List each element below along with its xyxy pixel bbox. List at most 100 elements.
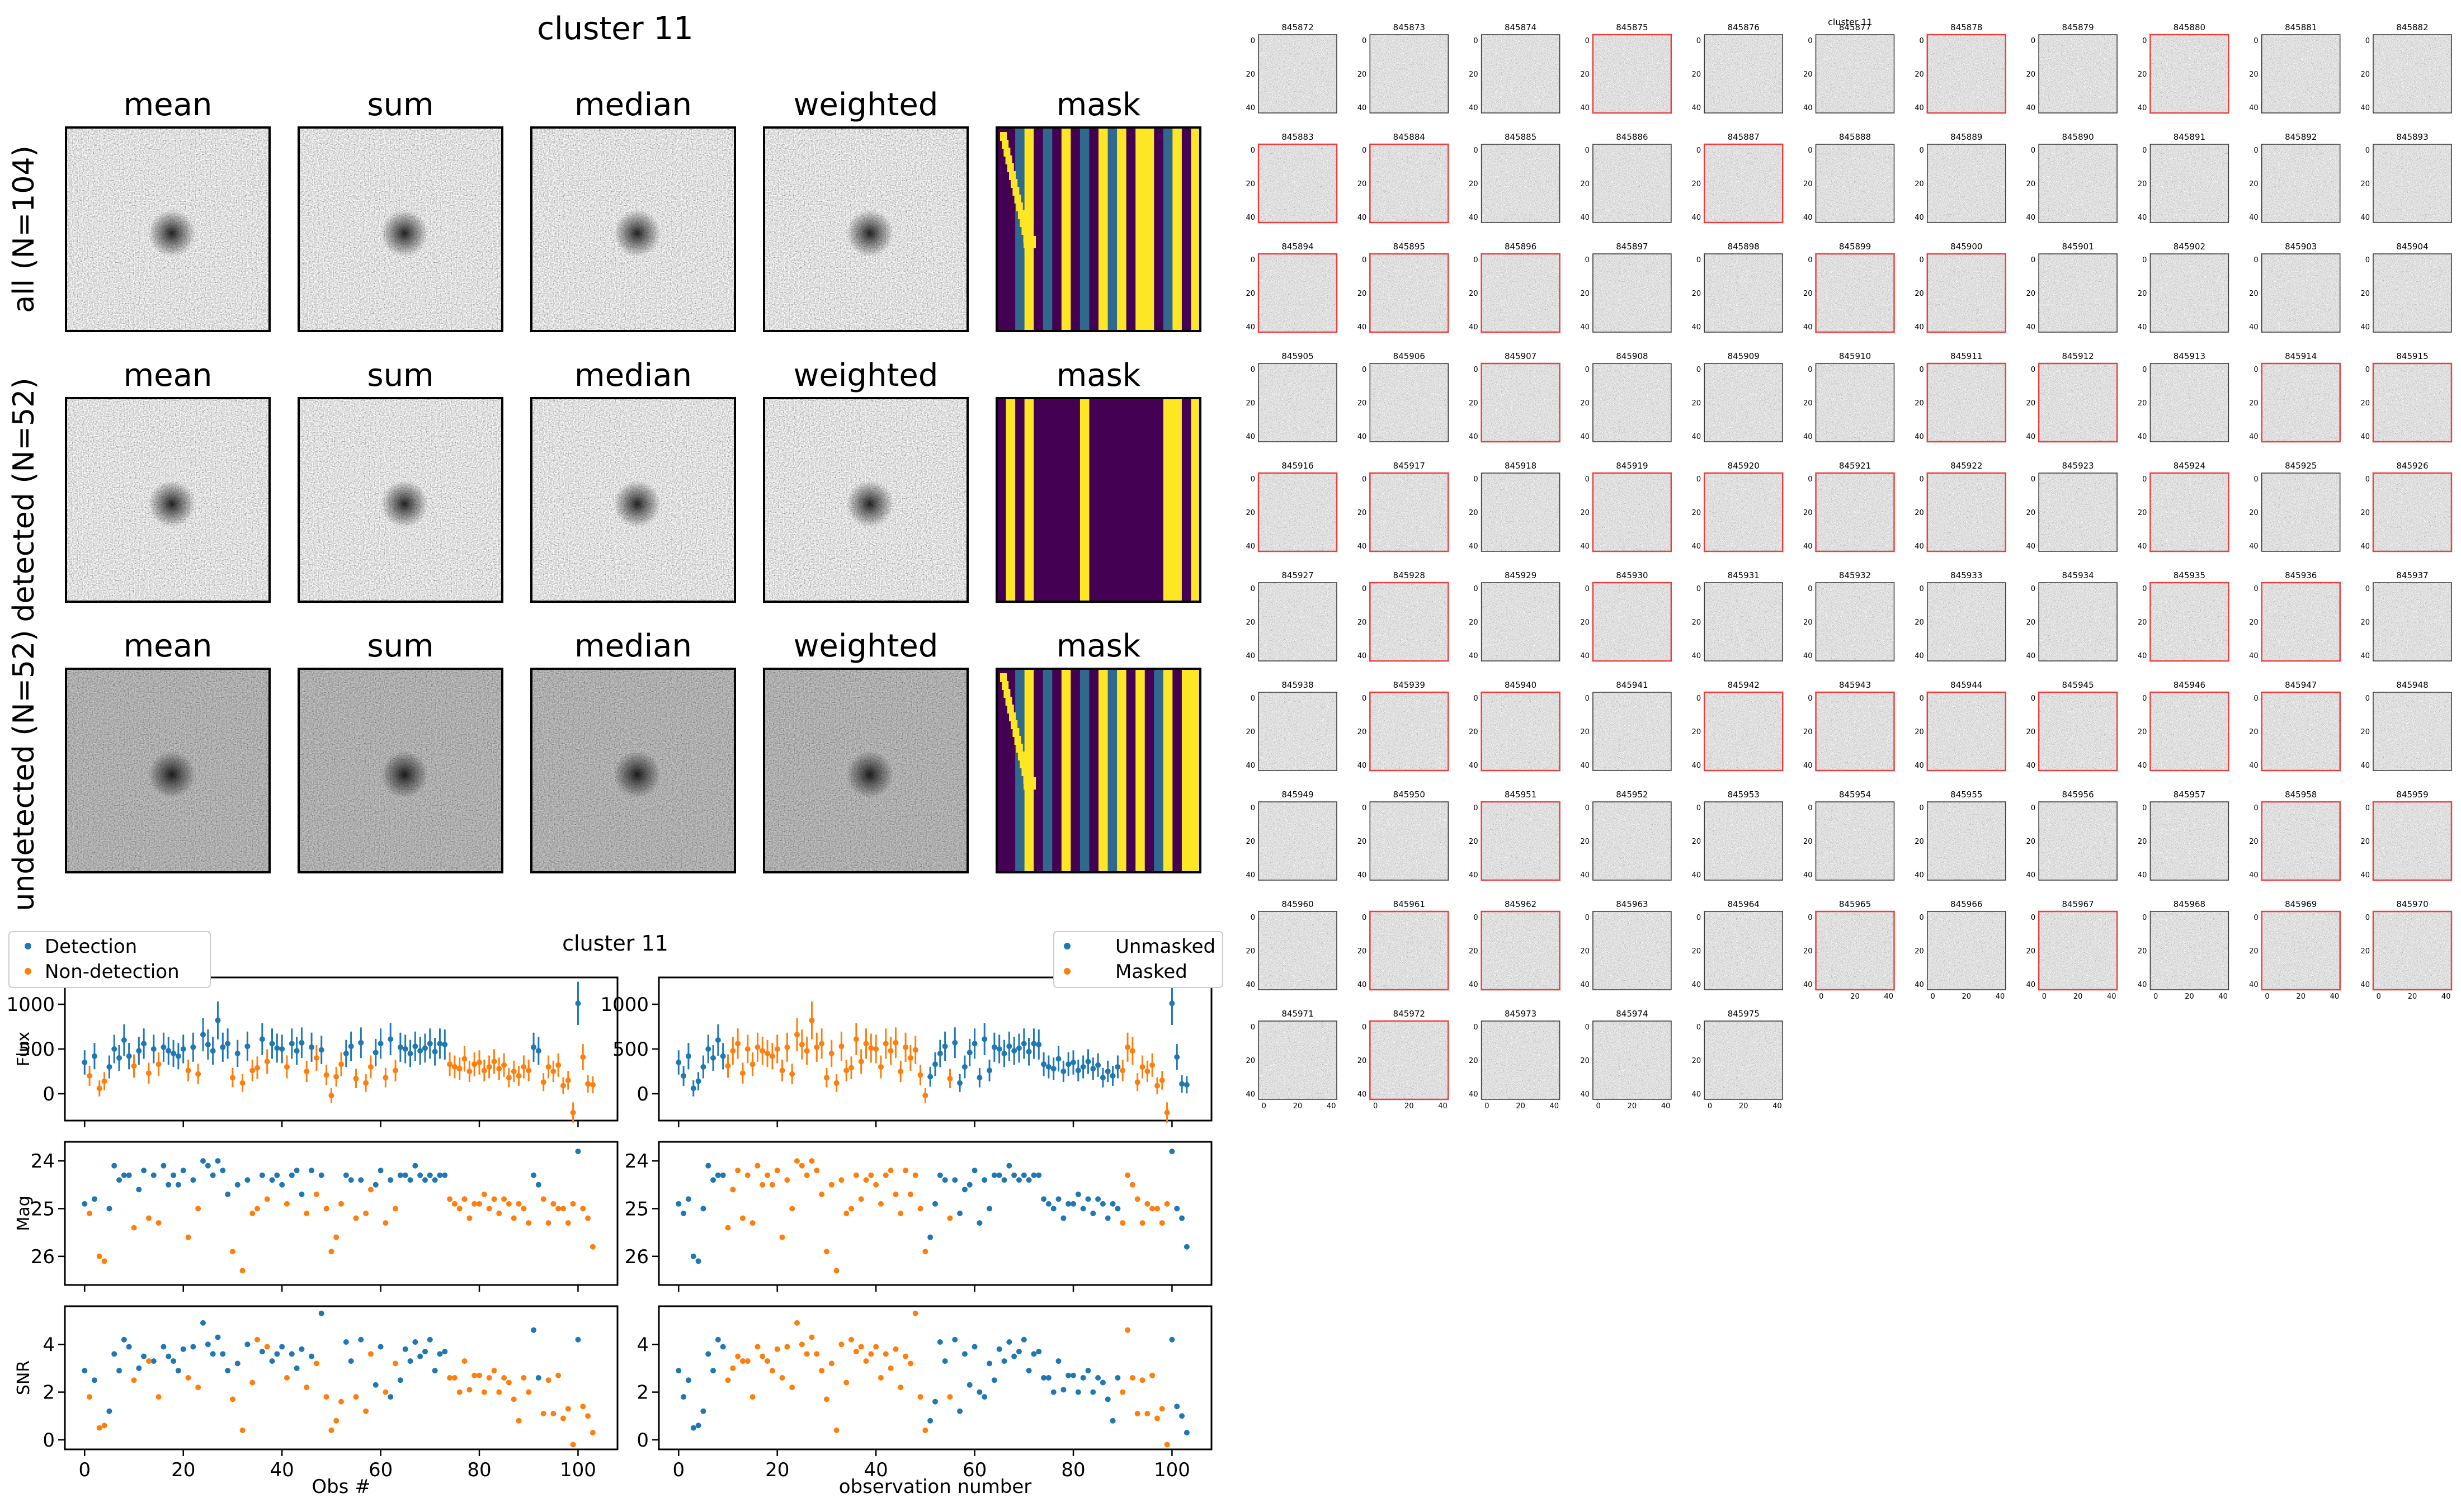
data-point	[912, 1047, 918, 1053]
data-point	[799, 1042, 805, 1047]
thumbnail-y-tick: 20	[1915, 838, 1924, 846]
thumbnail-y-tick: 0	[1920, 256, 1924, 264]
thumbnail-cell: 845918 0 20 40	[1469, 461, 1560, 552]
thumbnail-y-tick: 20	[2360, 728, 2370, 736]
thumbnail-border	[1815, 363, 1895, 442]
data-point	[833, 1080, 840, 1086]
data-point	[383, 1075, 389, 1081]
data-point	[225, 1041, 231, 1047]
thumbnail-x-tick: 0	[2377, 993, 2381, 1001]
data-point	[269, 1177, 275, 1183]
thumbnail-y-tick: 40	[2360, 981, 2370, 989]
data-point	[1036, 1349, 1042, 1355]
thumbnail-x-tick: 20	[1516, 1102, 1525, 1111]
x-tick-label: 80	[467, 1459, 491, 1481]
thumbnail-image	[1927, 802, 2006, 880]
thumbnail-border	[2261, 691, 2341, 772]
y-tick-label: 1000	[6, 994, 55, 1016]
data-point	[868, 1045, 874, 1051]
thumbnail-y-tick: 40	[1246, 652, 1255, 660]
thumbnail-image	[1592, 363, 1671, 442]
data-point	[145, 1358, 152, 1364]
thumbnail-y-tick: 20	[1246, 399, 1255, 408]
data-point	[1085, 1368, 1091, 1374]
data-point	[220, 1044, 226, 1050]
thumbnail-cell: 845901 0 20 40	[2026, 242, 2118, 333]
data-point	[744, 1046, 751, 1052]
thumbnail-image	[1481, 254, 1560, 332]
data-point	[210, 1351, 216, 1357]
thumbnail-cell: 845966 0 20 40 0 20 40	[1915, 899, 2006, 1001]
thumbnail-border	[1258, 1020, 1337, 1100]
thumbnail-y-tick: 20	[2360, 290, 2370, 298]
thumbnail-border	[1703, 143, 1784, 224]
thumbnail-border	[1481, 144, 1560, 223]
thumbnail-y-tick: 0	[1251, 804, 1255, 812]
thumbnail-id: 845902	[2174, 242, 2205, 252]
thumbnail-id: 845947	[2285, 680, 2317, 690]
data-point	[765, 1051, 771, 1056]
data-point	[1120, 1389, 1126, 1395]
data-point	[313, 1191, 319, 1197]
data-point	[244, 1043, 251, 1050]
data-point	[755, 1163, 761, 1169]
thumbnail-y-tick: 40	[1469, 1090, 1478, 1099]
data-point	[358, 1040, 364, 1046]
data-point	[755, 1044, 761, 1050]
thumbnail-y-tick: 40	[1580, 323, 1590, 332]
thumbnail-image	[1704, 35, 1783, 113]
thumbnail-image	[1704, 802, 1783, 880]
thumbnail-id: 845889	[1950, 132, 1982, 142]
data-point	[284, 1375, 290, 1381]
thumbnail-cell: 845938 0 20 40	[1246, 680, 1337, 771]
thumbnail-id: 845877	[1839, 22, 1871, 32]
thumbnail-border	[2038, 34, 2118, 114]
data-point	[760, 1353, 766, 1359]
data-point	[145, 1215, 152, 1221]
data-point	[1026, 1048, 1032, 1055]
thumbnail-y-tick: 40	[1246, 323, 1255, 332]
data-point	[274, 1045, 280, 1051]
thumbnail-y-tick: 20	[1803, 509, 1813, 517]
thumbnail-cell: 845959 0 20 40	[2360, 790, 2453, 881]
thumbnail-cell: 845910 0 20 40	[1803, 351, 1895, 442]
thumbnail-id: 845914	[2285, 351, 2317, 361]
thumbnail-y-tick: 0	[1362, 914, 1366, 922]
data-point	[318, 1310, 324, 1316]
thumbnail-cell: 845965 0 20 40 0 20 40	[1803, 899, 1895, 1001]
thumbnail-border	[2038, 144, 2118, 223]
y-tick-label: 25	[625, 1198, 649, 1220]
thumbnail-y-tick: 40	[1469, 871, 1478, 880]
thumbnail-y-tick: 40	[2026, 981, 2036, 989]
thumbnail-image	[1370, 692, 1449, 771]
thumbnail-y-tick: 40	[1246, 871, 1255, 880]
stacked-cutout-image	[65, 126, 271, 332]
data-point	[171, 1358, 177, 1364]
thumbnail-image	[1816, 35, 1894, 113]
thumbnail-border	[1258, 911, 1337, 990]
thumbnail-image	[1704, 583, 1783, 661]
thumbnail-y-tick: 20	[1915, 509, 1924, 517]
thumbnail-border	[2261, 144, 2341, 223]
data-point	[540, 1079, 546, 1085]
data-point	[1115, 1206, 1121, 1212]
thumbnail-border	[1815, 801, 1895, 881]
data-point	[397, 1172, 403, 1178]
thumbnail-y-tick: 0	[1473, 475, 1478, 484]
stack-column-title: mask	[1057, 628, 1141, 664]
thumbnail-y-tick: 40	[1915, 871, 1924, 880]
thumbnail-cell: 845904 0 20 40	[2360, 242, 2452, 333]
thumbnail-border	[1704, 363, 1783, 442]
thumbnail-image	[1481, 911, 1560, 990]
thumbnail-x-tick: 0	[1484, 1102, 1489, 1111]
thumbnail-y-tick: 20	[1357, 728, 1367, 736]
thumbnail-id: 845916	[1281, 461, 1313, 471]
data-point	[1090, 1211, 1096, 1216]
data-point	[1006, 1043, 1012, 1050]
thumbnail-cell: 845946 0 20 40	[2138, 680, 2229, 772]
thumbnail-border	[2372, 910, 2453, 991]
thumbnail-border	[1369, 253, 1449, 333]
stack-column-title: median	[574, 357, 692, 394]
thumbnail-border	[1704, 253, 1783, 333]
data-point	[961, 1187, 968, 1193]
